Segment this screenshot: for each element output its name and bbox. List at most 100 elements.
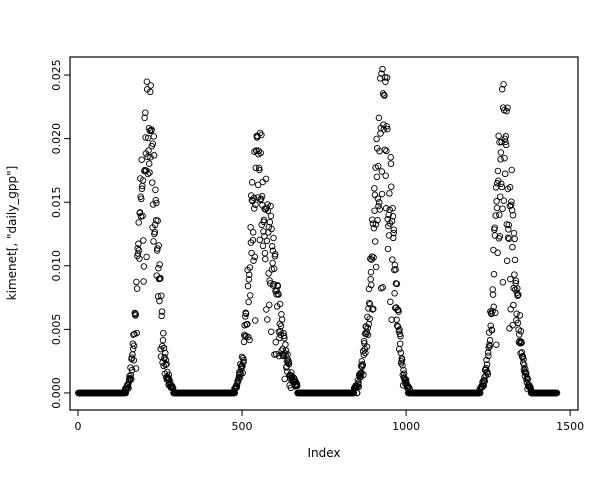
data-point [363,343,371,350]
data-point [501,170,509,178]
data-point [285,360,293,368]
data-point [281,334,288,342]
data-point [366,315,373,322]
data-point [251,317,259,324]
data-point [363,330,370,338]
data-point [379,284,387,291]
data-point [160,329,167,337]
data-point [384,125,391,133]
data-point [387,154,394,161]
data-point [509,321,516,329]
data-point [266,218,274,226]
data-point [368,256,375,263]
data-point [513,289,521,297]
data-point [236,369,243,376]
data-point [374,195,382,202]
data-point [145,160,153,167]
data-point [128,366,136,374]
data-point [249,236,257,244]
data-point [156,261,163,268]
data-point [521,365,529,373]
data-point [248,196,256,204]
data-point [396,326,403,333]
data-point [271,250,279,258]
data-point [366,301,374,308]
data-point [277,322,285,330]
data-point [383,147,390,155]
y-tick-label: 0.005 [50,314,63,346]
data-point [505,226,512,233]
data-point [382,172,389,179]
data-point [499,205,506,212]
data-point [388,217,396,225]
data-point [486,337,494,344]
data-point [373,173,381,181]
data-point [147,82,155,89]
data-point [276,300,284,308]
data-point [493,341,500,348]
data-point [253,147,260,155]
data-point [390,229,397,237]
data-point [482,364,490,372]
data-point [518,349,526,356]
data-point [500,197,508,204]
data-point [293,382,301,390]
data-point [145,147,152,154]
data-point [503,107,510,115]
data-point [370,305,377,313]
data-point [378,190,386,198]
data-point [278,316,286,323]
data-point [155,242,162,249]
data-point [516,312,524,319]
data-point [159,342,166,350]
data-point [267,328,275,335]
data-point [290,374,297,381]
x-tick-label: 1000 [392,420,420,433]
data-point [500,81,507,88]
data-point [152,186,159,194]
data-point [244,282,252,290]
data-point [272,338,280,346]
data-point [508,207,516,214]
data-point [262,175,270,183]
data-point [245,298,252,306]
data-point [242,310,250,317]
data-point [130,357,138,364]
data-point [142,109,149,116]
data-point [369,220,377,227]
data-point [270,234,277,242]
x-axis-label: Index [307,446,340,460]
data-point [282,341,289,348]
data-point [359,361,367,369]
data-point [503,257,511,265]
data-point [149,140,157,147]
data-point [376,75,384,82]
data-point [509,243,516,251]
data-point [482,372,490,379]
data-point [387,160,395,167]
data-point [162,356,170,364]
data-point [269,247,277,255]
data-point [146,169,153,176]
data-point [524,375,532,383]
data-point [516,331,523,338]
data-point [285,358,292,365]
data-point [257,149,264,157]
data-point [132,311,139,318]
x-tick-label: 1500 [556,420,584,433]
data-point [282,347,290,354]
data-point [353,389,361,397]
data-point [268,225,275,233]
data-point [251,253,259,261]
data-point [489,291,497,298]
data-point [260,216,268,224]
data-point [138,156,145,163]
data-point [488,326,496,334]
data-point [362,349,369,357]
data-point [250,194,258,202]
data-point [155,264,162,272]
data-point [372,221,380,228]
data-point [266,277,273,284]
data-point [150,238,157,245]
